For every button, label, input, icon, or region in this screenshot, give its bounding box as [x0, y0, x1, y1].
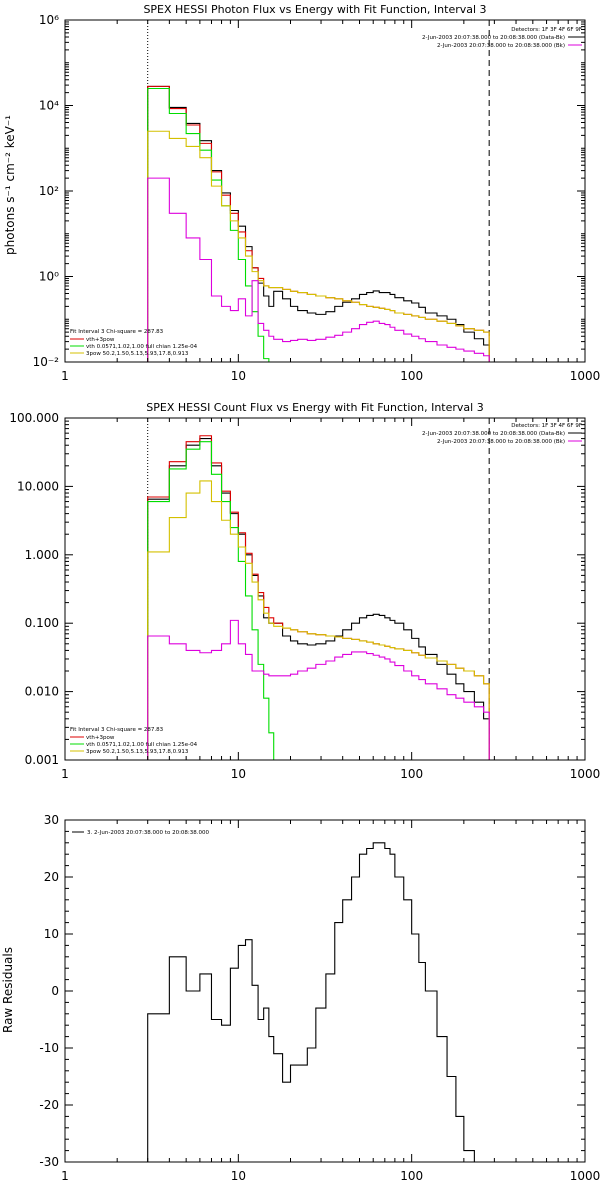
count-y-tick-label: 1.000: [25, 548, 59, 562]
count-x-tick-label: 10: [231, 767, 246, 781]
count-legend-vth3pow: vth+3pow: [86, 735, 115, 741]
residuals-series-black: [147, 842, 490, 1163]
count-axes: 1 10 100 1000 0.001 0.010 0.100 1.000 10.000 100.…: [9, 411, 600, 781]
photon-y-axis-label: photons s⁻¹ cm⁻² keV⁻¹: [3, 115, 17, 255]
count-legend-data-bk: 2-Jun-2003 20:07:38.000 to 20:08:38.000 …: [422, 431, 565, 437]
count-legend-bk: 2-Jun-2003 20:07:38.000 to 20:08:38.000 …: [437, 439, 565, 445]
photon-panel-title: SPEX HESSI Photon Flux vs Energy with Fi…: [143, 3, 486, 16]
count-x-tick-label: 1: [61, 767, 69, 781]
photon-x-tick-label: 10: [231, 369, 246, 383]
photon-axes: 1 10 100 1000 10⁻² 10⁰ 10² 10⁴ 10⁶: [33, 13, 600, 383]
photon-series-yellow: [147, 130, 490, 362]
photon-legend-bk: 2-Jun-2003 20:07:38.000 to 20:08:38.000 …: [437, 43, 565, 49]
photon-series-group: [147, 20, 490, 363]
residuals-axes: 1 10 100 1000 -30 -20 -10 0 10 20 30: [39, 813, 600, 1183]
count-y-tick-label: 10.000: [17, 479, 59, 493]
photon-x-tick-label: 1000: [570, 369, 600, 383]
count-legend-vth: vth 0.0571,1.02,1.00 full chian 1.25e-04: [86, 742, 198, 748]
photon-series-magenta: [147, 177, 490, 362]
residuals-y-tick-label: 0: [51, 984, 59, 998]
photon-legend-data-bk: 2-Jun-2003 20:07:38.000 to 20:08:38.000 …: [422, 35, 565, 41]
count-series-magenta: [147, 619, 490, 760]
photon-series-red: [147, 85, 490, 362]
residuals-plot-frame: [64, 819, 586, 1163]
count-legend-bottom-left: Fit Interval 3 Chi-square = 287.83 vth+3…: [70, 727, 198, 755]
photon-x-tick-label: 100: [400, 369, 423, 383]
count-x-tick-label: 1000: [570, 767, 600, 781]
photon-legend-vth: vth 0.0571,1.02,1.00 full chian 1.25e-04: [86, 344, 198, 350]
count-y-tick-label: 0.100: [25, 616, 59, 630]
count-legend-top-right: Detectors: 1F 3F 4F 6F 9F 2-Jun-2003 20:…: [422, 423, 582, 445]
count-x-tick-label: 100: [400, 767, 423, 781]
photon-plot-frame: [64, 19, 586, 363]
count-y-tick-label: 0.001: [25, 753, 59, 767]
residuals-series-group: [147, 842, 490, 1163]
photon-y-tick-label: 10⁰: [39, 270, 59, 284]
photon-legend-fit: Fit Interval 3 Chi-square = 287.83: [70, 329, 164, 335]
photon-flux-panel: SPEX HESSI Photon Flux vs Energy with Fi…: [3, 3, 600, 383]
photon-legend-detectors: Detectors: 1F 3F 4F 6F 9F: [511, 27, 582, 33]
photon-x-tick-label: 1: [61, 369, 69, 383]
residuals-y-axis-label: Raw Residuals: [1, 947, 15, 1033]
count-panel-title: SPEX HESSI Count Flux vs Energy with Fit…: [146, 401, 483, 414]
photon-y-tick-label: 10⁻²: [33, 355, 60, 369]
residuals-x-tick-label: 10: [231, 1169, 246, 1183]
count-y-tick-label: 0.010: [25, 685, 59, 699]
photon-legend-top-right: Detectors: 1F 3F 4F 6F 9F 2-Jun-2003 20:…: [422, 27, 582, 49]
count-series-green: [147, 441, 490, 761]
count-legend-fit: Fit Interval 3 Chi-square = 287.83: [70, 727, 164, 733]
residuals-y-tick-label: -20: [39, 1098, 59, 1112]
count-series-yellow: [147, 480, 490, 760]
residuals-y-tick-label: -10: [39, 1041, 59, 1055]
residuals-legend: 3. 2-Jun-2003 20:07:38.000 to 20:08:38.0…: [72, 830, 210, 836]
residuals-y-tick-label: 20: [44, 870, 59, 884]
count-flux-panel: SPEX HESSI Count Flux vs Energy with Fit…: [9, 401, 600, 781]
photon-legend-vth3pow: vth+3pow: [86, 337, 115, 343]
photon-series-black: [147, 85, 490, 362]
residuals-y-tick-label: -30: [39, 1155, 59, 1169]
residuals-panel: Raw Residuals 1 10 100 1000 -30 -20 -10 0 10 20 30…: [1, 813, 600, 1183]
count-plot-frame: [64, 417, 586, 761]
residuals-x-tick-label: 1000: [570, 1169, 600, 1183]
photon-y-tick-label: 10²: [39, 184, 59, 198]
residuals-y-tick-label: 30: [44, 813, 59, 827]
count-y-tick-label: 100.000: [9, 411, 59, 425]
count-legend-3pow: 3pow 50.2,1.50,5.13,5.93,17.8,0.913: [86, 749, 189, 755]
photon-y-tick-label: 10⁶: [39, 13, 59, 27]
photon-legend-3pow: 3pow 50.2,1.50,5.13,5.93,17.8,0.913: [86, 351, 189, 357]
residuals-x-tick-label: 1: [61, 1169, 69, 1183]
count-series-group: [147, 418, 490, 761]
photon-legend-bottom-left: Fit Interval 3 Chi-square = 287.83 vth+3…: [70, 329, 198, 357]
residuals-y-tick-label: 10: [44, 927, 59, 941]
residuals-legend-text: 3. 2-Jun-2003 20:07:38.000 to 20:08:38.0…: [87, 830, 210, 836]
count-legend-detectors: Detectors: 1F 3F 4F 6F 9F: [511, 423, 582, 429]
count-series-red: [147, 435, 490, 760]
residuals-x-tick-label: 100: [400, 1169, 423, 1183]
photon-y-tick-label: 10⁴: [39, 99, 59, 113]
count-series-black: [147, 438, 490, 760]
